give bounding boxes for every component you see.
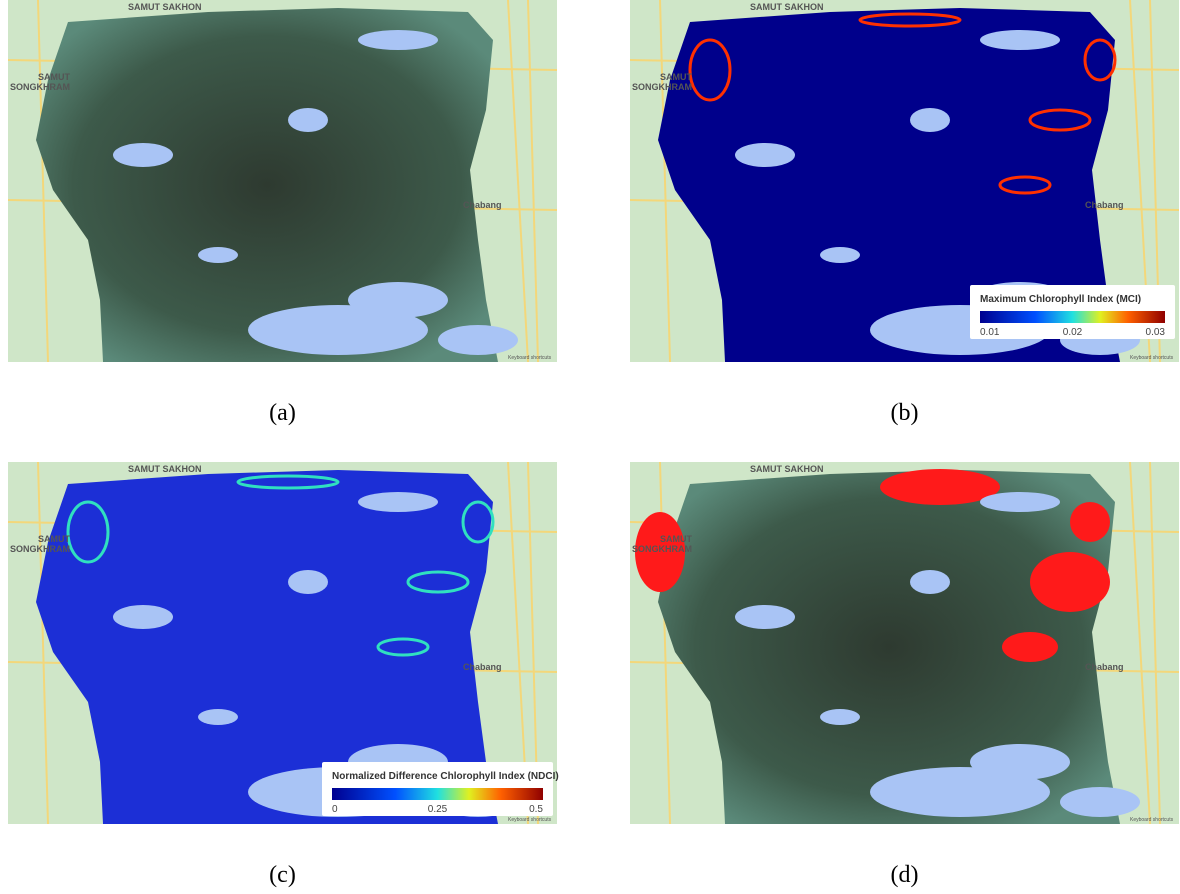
cloud: [288, 108, 328, 132]
legend-title: Normalized Difference Chlorophyll Index …: [332, 771, 559, 782]
map-label: SAMUT: [660, 534, 692, 544]
cloud: [198, 709, 238, 725]
cloud: [970, 744, 1070, 780]
figure: SAMUT SAKHONSAMUTSONGKHRAMChabangKeyboar…: [0, 0, 1180, 894]
map-label: Chabang: [1085, 662, 1124, 672]
cloud: [438, 325, 518, 355]
map-label: SONGKHRAM: [632, 544, 692, 554]
map-label: Chabang: [463, 200, 502, 210]
map-label: SONGKHRAM: [632, 82, 692, 92]
panel-caption: (c): [269, 862, 296, 888]
legend-tick-label: 0.02: [1063, 327, 1083, 338]
legend-tick-label: 0: [332, 804, 338, 815]
cloud: [358, 492, 438, 512]
cloud: [910, 570, 950, 594]
map-label: Keyboard shortcuts: [508, 817, 552, 823]
cloud: [358, 30, 438, 50]
panel-caption: (a): [269, 400, 296, 426]
panel-caption: (b): [891, 400, 919, 426]
map-label: SAMUT SAKHON: [128, 2, 202, 12]
map-label: SAMUT: [38, 72, 70, 82]
bloom-mask: [1002, 632, 1058, 662]
map-label: SONGKHRAM: [10, 82, 70, 92]
cloud: [980, 492, 1060, 512]
map-label: Keyboard shortcuts: [1130, 817, 1174, 823]
map-label: SAMUT SAKHON: [128, 464, 202, 474]
cloud: [288, 570, 328, 594]
bloom-mask: [1030, 552, 1110, 612]
cloud: [910, 108, 950, 132]
map-label: Keyboard shortcuts: [1130, 355, 1174, 361]
map-label: SONGKHRAM: [10, 544, 70, 554]
cloud: [820, 247, 860, 263]
map-label: Chabang: [463, 662, 502, 672]
cloud: [820, 709, 860, 725]
map-label: SAMUT SAKHON: [750, 464, 824, 474]
legend-tick-label: 0.5: [529, 804, 543, 815]
legend-colorbar: [980, 311, 1165, 323]
cloud: [980, 30, 1060, 50]
cloud: [1060, 787, 1140, 817]
legend-colorbar: [332, 788, 543, 800]
legend-title: Maximum Chlorophyll Index (MCI): [980, 294, 1141, 305]
map-label: Chabang: [1085, 200, 1124, 210]
legend-tick-label: 0.03: [1146, 327, 1166, 338]
cloud: [198, 247, 238, 263]
cloud: [348, 282, 448, 318]
bloom-mask: [1070, 502, 1110, 542]
legend-tick-label: 0.25: [428, 804, 448, 815]
map-label: SAMUT: [38, 534, 70, 544]
cloud: [735, 605, 795, 629]
panel-caption: (d): [891, 862, 919, 888]
map-label: SAMUT: [660, 72, 692, 82]
cloud: [113, 605, 173, 629]
cloud: [113, 143, 173, 167]
map-label: Keyboard shortcuts: [508, 355, 552, 361]
legend-tick-label: 0.01: [980, 327, 1000, 338]
map-label: SAMUT SAKHON: [750, 2, 824, 12]
cloud: [735, 143, 795, 167]
